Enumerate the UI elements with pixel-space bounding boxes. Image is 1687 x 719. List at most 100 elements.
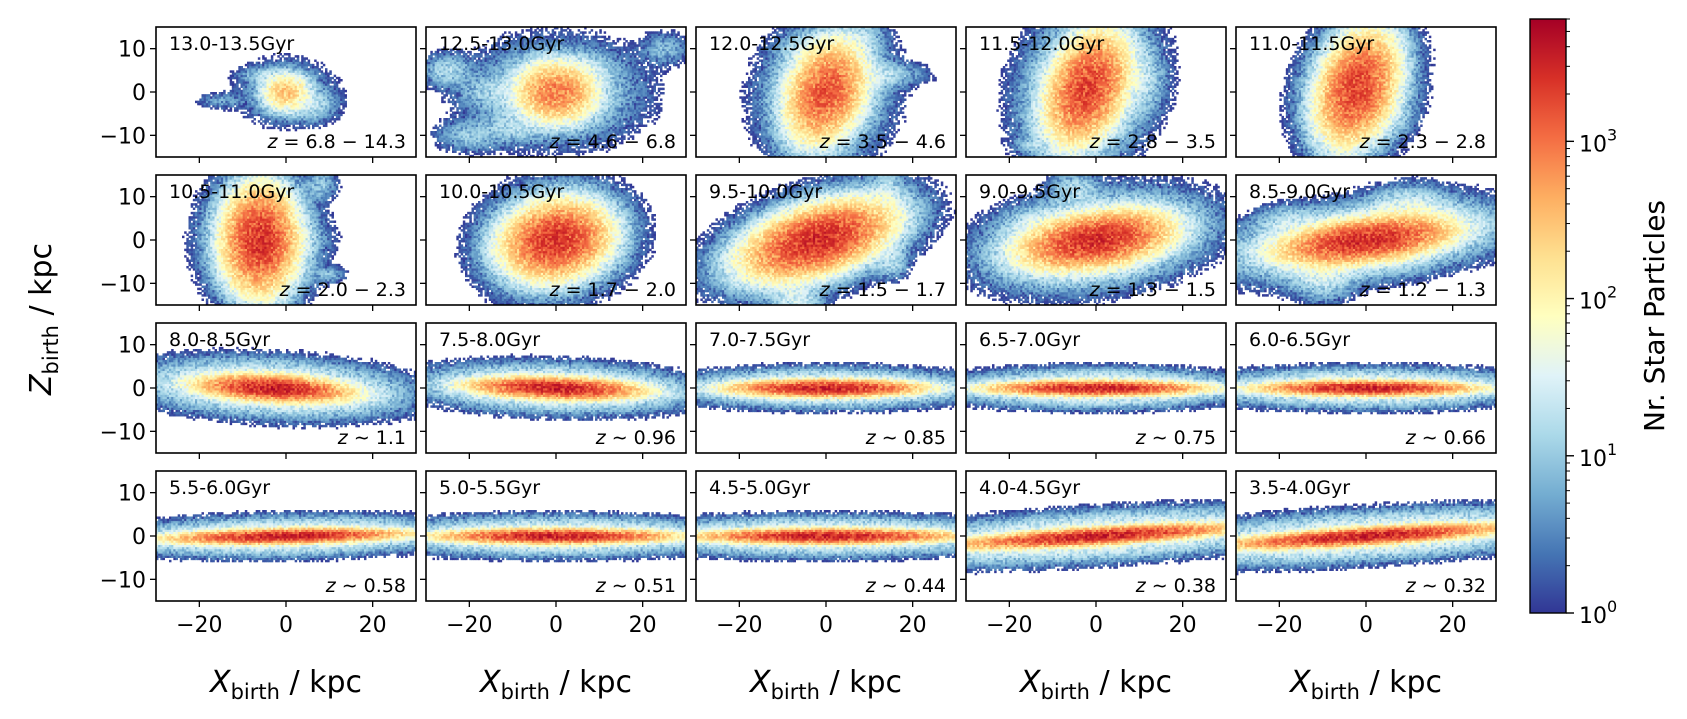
redshift-label: z ∼ 0.32 [1405,575,1486,597]
x-tick-label: 20 [359,613,387,638]
panel-20: −20 0 20 3.5-4.0Gyr z ∼ 0.32 [1230,471,1496,638]
x-tick-label: 0 [819,613,833,638]
redshift-label: z ∼ 0.85 [865,427,946,449]
age-range-label: 4.5-5.0Gyr [709,477,810,499]
age-range-label: 9.0-9.5Gyr [979,181,1080,203]
y-tick-label: 10 [118,482,146,507]
redshift-label: z = 4.6 − 6.8 [549,131,676,153]
redshift-label: z ∼ 0.96 [595,427,676,449]
panel-2: 12.5-13.0Gyr z = 4.6 − 6.8 [420,27,686,163]
x-tick-label: −20 [446,613,492,638]
x-tick-label: 0 [549,613,563,638]
age-range-label: 4.0-4.5Gyr [979,477,1080,499]
x-tick-label: 20 [629,613,657,638]
age-range-label: 11.5-12.0Gyr [979,33,1104,55]
panel-3: 12.0-12.5Gyr z = 3.5 − 4.6 [690,27,956,163]
colorbar-tick-label: 103 [1579,125,1617,157]
redshift-label: z ∼ 0.51 [595,575,676,597]
y-tick-label: 0 [132,81,146,106]
panel-16: −10 0 10 −20 0 20 5.5-6.0Gyr z ∼ 0.58 [100,471,417,638]
x-axis-title-4: Xbirth / kpc [1018,665,1172,704]
panel-19: −20 0 20 4.0-4.5Gyr z ∼ 0.38 [960,471,1226,638]
age-range-label: 6.0-6.5Gyr [1249,329,1350,351]
x-tick-label: −20 [176,613,222,638]
panel-10: 8.5-9.0Gyr z = 1.2 − 1.3 [1230,175,1496,311]
colorbar-tick-label: 102 [1579,283,1617,315]
age-range-label: 7.0-7.5Gyr [709,329,810,351]
redshift-label: z = 1.2 − 1.3 [1359,279,1486,301]
age-range-label: 11.0-11.5Gyr [1249,33,1374,55]
y-tick-label: −10 [100,568,146,593]
age-range-label: 12.5-13.0Gyr [439,33,564,55]
heatmap-cells [966,362,1226,414]
age-range-label: 7.5-8.0Gyr [439,329,540,351]
redshift-label: z ∼ 0.38 [1135,575,1216,597]
heatmap-cells [426,353,686,420]
colorbar-gradient [1530,19,1566,613]
x-axis-title-5: Xbirth / kpc [1288,665,1442,704]
age-range-label: 8.0-8.5Gyr [169,329,270,351]
panel-12: 7.5-8.0Gyr z ∼ 0.96 [420,323,686,459]
redshift-label: z ∼ 0.58 [325,575,406,597]
x-tick-label: 20 [1439,613,1467,638]
panel-5: 11.0-11.5Gyr z = 2.3 − 2.8 [1230,27,1496,163]
age-range-label: 12.0-12.5Gyr [709,33,834,55]
age-range-label: 8.5-9.0Gyr [1249,181,1350,203]
age-range-label: 5.0-5.5Gyr [439,477,540,499]
y-tick-label: −10 [100,420,146,445]
redshift-label: z = 6.8 − 14.3 [266,131,406,153]
heatmap-cells [426,510,686,562]
x-tick-label: −20 [716,613,762,638]
panel-15: 6.0-6.5Gyr z ∼ 0.66 [1230,323,1496,459]
heatmap-cells [1236,362,1496,414]
redshift-label: z = 3.5 − 4.6 [819,131,946,153]
y-tick-label: −10 [100,124,146,149]
age-range-label: 6.5-7.0Gyr [979,329,1080,351]
x-tick-label: −20 [986,613,1032,638]
y-tick-label: 10 [118,334,146,359]
redshift-label: z ∼ 0.66 [1405,427,1486,449]
panel-7: 10.0-10.5Gyr z = 1.7 − 2.0 [420,175,686,311]
panel-9: 9.0-9.5Gyr z = 1.3 − 1.5 [960,175,1226,311]
panel-14: 6.5-7.0Gyr z ∼ 0.75 [960,323,1226,459]
redshift-label: z ∼ 1.1 [337,427,406,449]
age-range-label: 5.5-6.0Gyr [169,477,270,499]
panel-17: −20 0 20 5.0-5.5Gyr z ∼ 0.51 [420,471,686,638]
age-range-label: 10.5-11.0Gyr [169,181,294,203]
x-tick-label: −20 [1256,613,1302,638]
x-tick-label: 0 [1359,613,1373,638]
x-tick-label: 20 [899,613,927,638]
x-tick-label: 20 [1169,613,1197,638]
redshift-label: z = 2.0 − 2.3 [279,279,406,301]
y-tick-label: 10 [118,186,146,211]
heatmap-cells [696,510,956,562]
x-tick-label: 0 [1089,613,1103,638]
age-range-label: 3.5-4.0Gyr [1249,477,1350,499]
y-tick-label: 0 [132,525,146,550]
x-axis-title-1: Xbirth / kpc [208,665,362,704]
redshift-label: z = 1.3 − 1.5 [1089,279,1216,301]
x-axis-title-3: Xbirth / kpc [748,665,902,704]
age-range-label: 10.0-10.5Gyr [439,181,564,203]
panel-18: −20 0 20 4.5-5.0Gyr z ∼ 0.44 [690,471,956,638]
y-tick-label: 10 [118,38,146,63]
redshift-label: z = 1.7 − 2.0 [549,279,676,301]
x-tick-label: 0 [279,613,293,638]
y-tick-label: 0 [132,377,146,402]
redshift-label: z ∼ 0.75 [1135,427,1216,449]
y-axis-title: Zbirth / kpc [24,243,63,396]
y-tick-label: −10 [100,272,146,297]
panel-11: −10 0 10 8.0-8.5Gyr z ∼ 1.1 [100,323,417,459]
redshift-label: z = 1.5 − 1.7 [819,279,946,301]
colorbar-title: Nr. Star Particles [1638,200,1671,432]
heatmap-cells [696,362,956,414]
redshift-label: z = 2.3 − 2.8 [1359,131,1486,153]
x-axis-title-2: Xbirth / kpc [478,665,632,704]
heatmap-cells [156,510,416,562]
redshift-label: z ∼ 0.44 [865,575,946,597]
